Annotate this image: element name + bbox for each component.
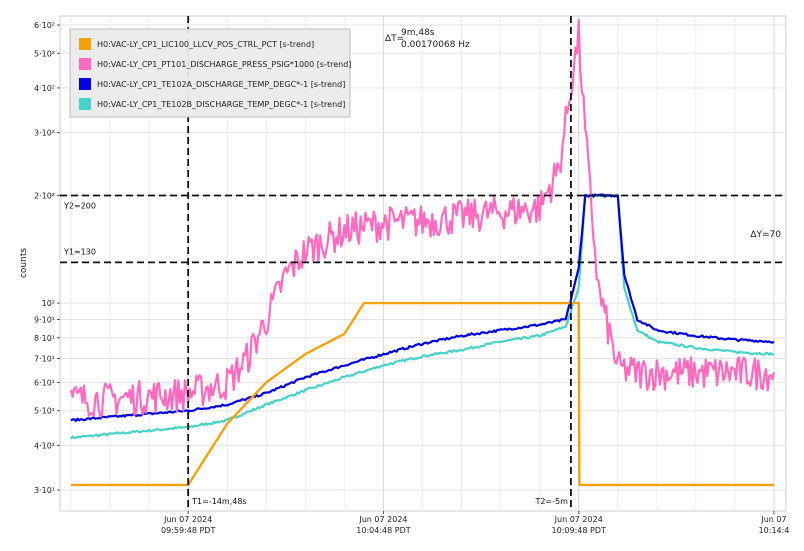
y-tick-label: 2·10² <box>34 192 55 201</box>
y-tick-label: 6·10² <box>34 21 55 30</box>
cursor-y1-label: Y1=130 <box>63 247 96 256</box>
delta-t-prefix: ΔT= <box>385 34 404 44</box>
y-tick-label: 5·10² <box>34 49 55 58</box>
x-tick-label-time: 10:09:48 PDT <box>552 526 606 535</box>
legend[interactable]: H0:VAC-LY_CP1_LIC100_LLCV_POS_CTRL_PCT [… <box>69 28 351 118</box>
legend-label-0: H0:VAC-LY_CP1_LIC100_LLCV_POS_CTRL_PCT [… <box>97 40 314 49</box>
y-tick-label: 3·10² <box>34 129 55 138</box>
axes: 3·10¹ 4·10¹ 5·10¹ 6·10¹ 7·10¹ 8·10¹ 9·10¹ 10² 2·… <box>34 21 789 535</box>
y-tick-label: 10² <box>42 299 55 308</box>
legend-label-3: H0:VAC-LY_CP1_TE102B_DISCHARGE_TEMP_DEGC… <box>97 100 345 109</box>
delta-t-value: 9m,48s <box>401 28 435 38</box>
y-tick-label: 4·10² <box>34 84 55 93</box>
delta-t-readout: ΔT= 9m,48s 0.00170068 Hz <box>385 28 470 50</box>
y-tick-label: 8·10¹ <box>34 334 55 343</box>
x-tick-label-time: 10:14:4 <box>759 526 790 535</box>
y-axis-label: counts <box>19 248 29 278</box>
x-tick-label-time: 10:04:48 PDT <box>356 526 410 535</box>
x-tick-label-date: Jun 07 2024 <box>554 515 603 524</box>
y-tick-label: 9·10¹ <box>34 315 55 324</box>
y-tick-label: 3·10¹ <box>34 486 55 495</box>
cursor-y2-label: Y2=200 <box>63 202 96 211</box>
legend-label-1: H0:VAC-LY_CP1_PT101_DISCHARGE_PRESS_PSIG… <box>97 60 351 69</box>
x-tick-label-date: Jun 07 <box>760 515 786 524</box>
x-tick-label-time: 09:59:48 PDT <box>161 526 215 535</box>
cursor-t2-label: T2=-5m <box>534 497 568 506</box>
y-tick-label: 7·10¹ <box>34 354 55 363</box>
cursor-t1-label: T1=-14m,48s <box>191 497 246 506</box>
legend-box <box>69 28 351 118</box>
series-line-1 <box>69 19 776 418</box>
delta-y-readout: ΔY=70 <box>750 230 781 240</box>
y-tick-label: 5·10¹ <box>34 407 55 416</box>
y-tick-label: 4·10¹ <box>34 441 55 450</box>
legend-swatch-0 <box>79 38 91 50</box>
legend-label-2: H0:VAC-LY_CP1_TE102A_DISCHARGE_TEMP_DEGC… <box>97 80 345 89</box>
legend-swatch-2 <box>79 78 91 90</box>
delta-f-value: 0.00170068 Hz <box>401 40 470 50</box>
y-tick-label: 6·10¹ <box>34 378 55 387</box>
legend-swatch-3 <box>79 98 91 110</box>
x-tick-label-date: Jun 07 2024 <box>163 515 212 524</box>
x-tick-label-date: Jun 07 2024 <box>358 515 407 524</box>
cursor-group: T1=-14m,48s T2=-5m Y1=130 Y2=200 <box>60 16 786 511</box>
series-line-2 <box>70 193 775 423</box>
legend-swatch-1 <box>79 58 91 70</box>
